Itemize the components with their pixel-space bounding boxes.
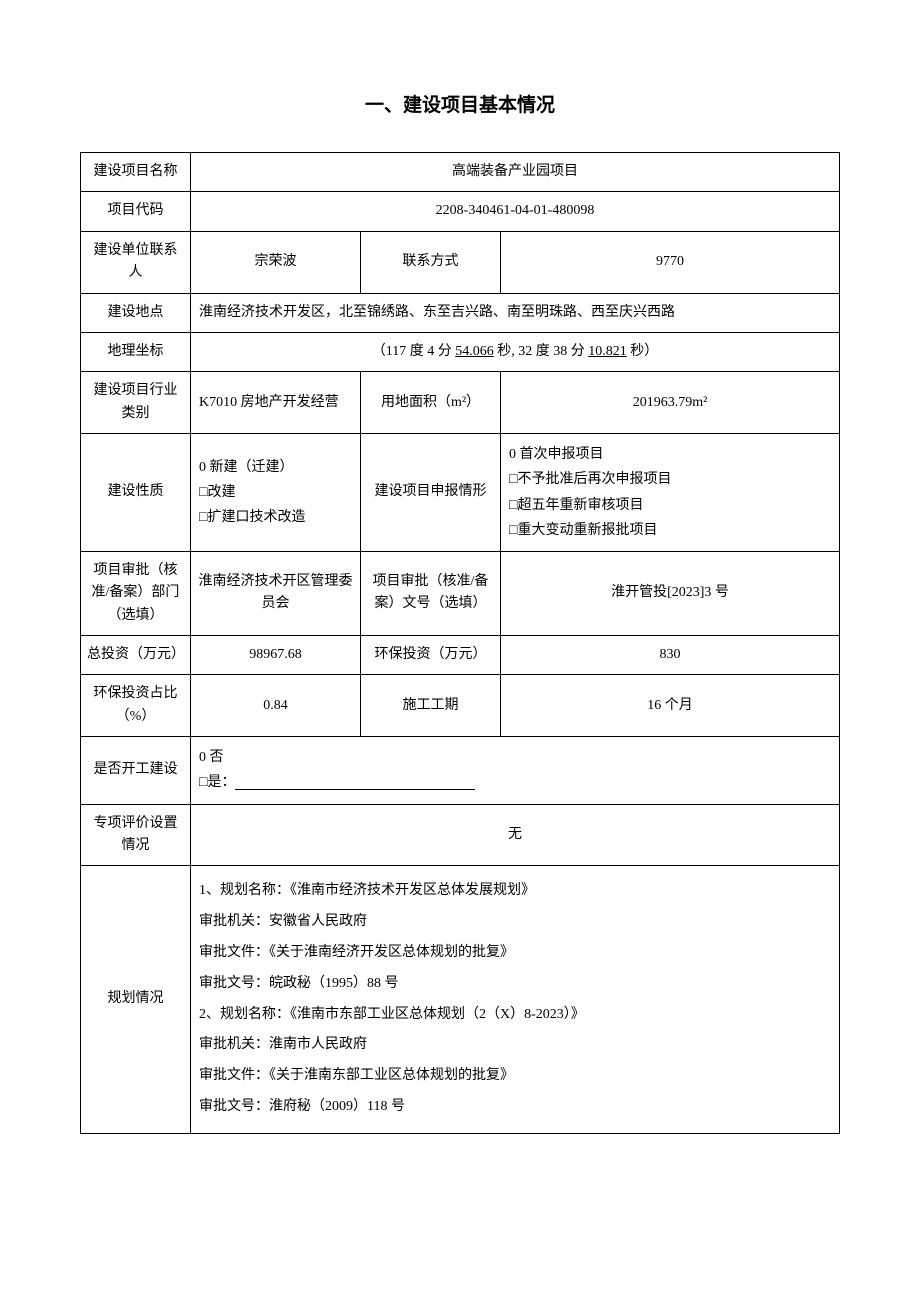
planning-line6: 审批机关：淮南市人民政府	[199, 1030, 831, 1061]
contact-method-label: 联系方式	[361, 231, 501, 293]
planning-label: 规划情况	[81, 866, 191, 1133]
coord-prefix: （117 度 4 分	[372, 344, 455, 359]
table-row: 环保投资占比（%） 0.84 施工工期 16 个月	[81, 675, 840, 737]
started-opt1: 0 否	[199, 745, 833, 770]
table-row: 地理坐标 （117 度 4 分 54.066 秒, 32 度 38 分 10.8…	[81, 332, 840, 371]
planning-line2: 审批机关：安徽省人民政府	[199, 907, 831, 938]
approval-dept-label: 项目审批（核准/备案）部门（选填）	[81, 551, 191, 635]
special-eval-label: 专项评价设置情况	[81, 804, 191, 866]
project-code-value: 2208-340461-04-01-480098	[191, 192, 840, 231]
approval-dept-value: 淮南经济技术开区管理委员会	[191, 551, 361, 635]
planning-line7: 审批文件：《关于淮南东部工业区总体规划的批复》	[199, 1061, 831, 1092]
nature-opt3: □扩建口技术改造	[199, 505, 354, 530]
approval-doc-label: 项目审批（核准/备案）文号（选填）	[361, 551, 501, 635]
declare-type-value: 0 首次申报项目 □不予批准后再次申报项目 □超五年重新审核项目 □重大变动重新…	[501, 434, 840, 552]
project-info-table: 建设项目名称 高端装备产业园项目 项目代码 2208-340461-04-01-…	[80, 152, 840, 1134]
planning-content: 1、规划名称：《淮南市经济技术开发区总体发展规划》 审批机关：安徽省人民政府 审…	[191, 866, 840, 1133]
table-row: 建设地点 淮南经济技术开发区，北至锦绣路、东至吉兴路、南至明珠路、西至庆兴西路	[81, 293, 840, 332]
started-opt2: □是：	[199, 775, 235, 790]
coord-mid: 秒, 32 度 38 分	[494, 344, 589, 359]
project-code-label: 项目代码	[81, 192, 191, 231]
special-eval-value: 无	[191, 804, 840, 866]
env-ratio-label: 环保投资占比（%）	[81, 675, 191, 737]
table-row: 建设单位联系人 宗荣波 联系方式 9770	[81, 231, 840, 293]
table-row: 是否开工建设 0 否 □是：	[81, 737, 840, 804]
planning-line1: 1、规划名称：《淮南市经济技术开发区总体发展规划》	[199, 876, 831, 907]
coordinates-label: 地理坐标	[81, 332, 191, 371]
nature-opt1: 0 新建（迁建）	[199, 455, 354, 480]
table-row: 项目审批（核准/备案）部门（选填） 淮南经济技术开区管理委员会 项目审批（核准/…	[81, 551, 840, 635]
approval-doc-value: 淮开管投[2023]3 号	[501, 551, 840, 635]
table-row: 总投资（万元） 98967.68 环保投资（万元） 830	[81, 636, 840, 675]
industry-label: 建设项目行业类别	[81, 372, 191, 434]
nature-opt2: □改建	[199, 480, 354, 505]
nature-value: 0 新建（迁建） □改建 □扩建口技术改造	[191, 434, 361, 552]
table-row: 专项评价设置情况 无	[81, 804, 840, 866]
location-label: 建设地点	[81, 293, 191, 332]
declare-opt1: 0 首次申报项目	[509, 442, 833, 467]
planning-line5: 2、规划名称：《淮南市东部工业区总体规划（2（X）8-2023）》	[199, 1000, 831, 1031]
contact-person-value: 宗荣波	[191, 231, 361, 293]
document-title: 一、建设项目基本情况	[80, 90, 840, 117]
table-row: 项目代码 2208-340461-04-01-480098	[81, 192, 840, 231]
declare-opt3: □超五年重新审核项目	[509, 493, 833, 518]
env-invest-value: 830	[501, 636, 840, 675]
project-name-label: 建设项目名称	[81, 153, 191, 192]
location-value: 淮南经济技术开发区，北至锦绣路、东至吉兴路、南至明珠路、西至庆兴西路	[191, 293, 840, 332]
coord-sec2: 10.821	[588, 344, 627, 359]
project-name-value: 高端装备产业园项目	[191, 153, 840, 192]
started-value: 0 否 □是：	[191, 737, 840, 804]
contact-method-value: 9770	[501, 231, 840, 293]
planning-line8: 审批文号：淮府秘（2009）118 号	[199, 1092, 831, 1123]
construction-period-value: 16 个月	[501, 675, 840, 737]
table-row: 建设项目名称 高端装备产业园项目	[81, 153, 840, 192]
env-ratio-value: 0.84	[191, 675, 361, 737]
table-row: 规划情况 1、规划名称：《淮南市经济技术开发区总体发展规划》 审批机关：安徽省人…	[81, 866, 840, 1133]
started-opt2-line: □是：	[199, 770, 833, 795]
industry-value: K7010 房地产开发经营	[191, 372, 361, 434]
declare-opt4: □重大变动重新报批项目	[509, 518, 833, 543]
env-invest-label: 环保投资（万元）	[361, 636, 501, 675]
land-area-value: 201963.79m²	[501, 372, 840, 434]
table-row: 建设性质 0 新建（迁建） □改建 □扩建口技术改造 建设项目申报情形 0 首次…	[81, 434, 840, 552]
blank-underline	[235, 776, 475, 790]
land-area-label: 用地面积（m²）	[361, 372, 501, 434]
planning-line3: 审批文件：《关于淮南经济开发区总体规划的批复》	[199, 938, 831, 969]
started-label: 是否开工建设	[81, 737, 191, 804]
declare-type-label: 建设项目申报情形	[361, 434, 501, 552]
coord-suffix: 秒）	[627, 344, 659, 359]
total-invest-value: 98967.68	[191, 636, 361, 675]
coord-sec1: 54.066	[455, 344, 494, 359]
contact-person-label: 建设单位联系人	[81, 231, 191, 293]
coordinates-value: （117 度 4 分 54.066 秒, 32 度 38 分 10.821 秒）	[191, 332, 840, 371]
nature-label: 建设性质	[81, 434, 191, 552]
planning-line4: 审批文号：皖政秘（1995）88 号	[199, 969, 831, 1000]
total-invest-label: 总投资（万元）	[81, 636, 191, 675]
table-row: 建设项目行业类别 K7010 房地产开发经营 用地面积（m²） 201963.7…	[81, 372, 840, 434]
construction-period-label: 施工工期	[361, 675, 501, 737]
declare-opt2: □不予批准后再次申报项目	[509, 467, 833, 492]
